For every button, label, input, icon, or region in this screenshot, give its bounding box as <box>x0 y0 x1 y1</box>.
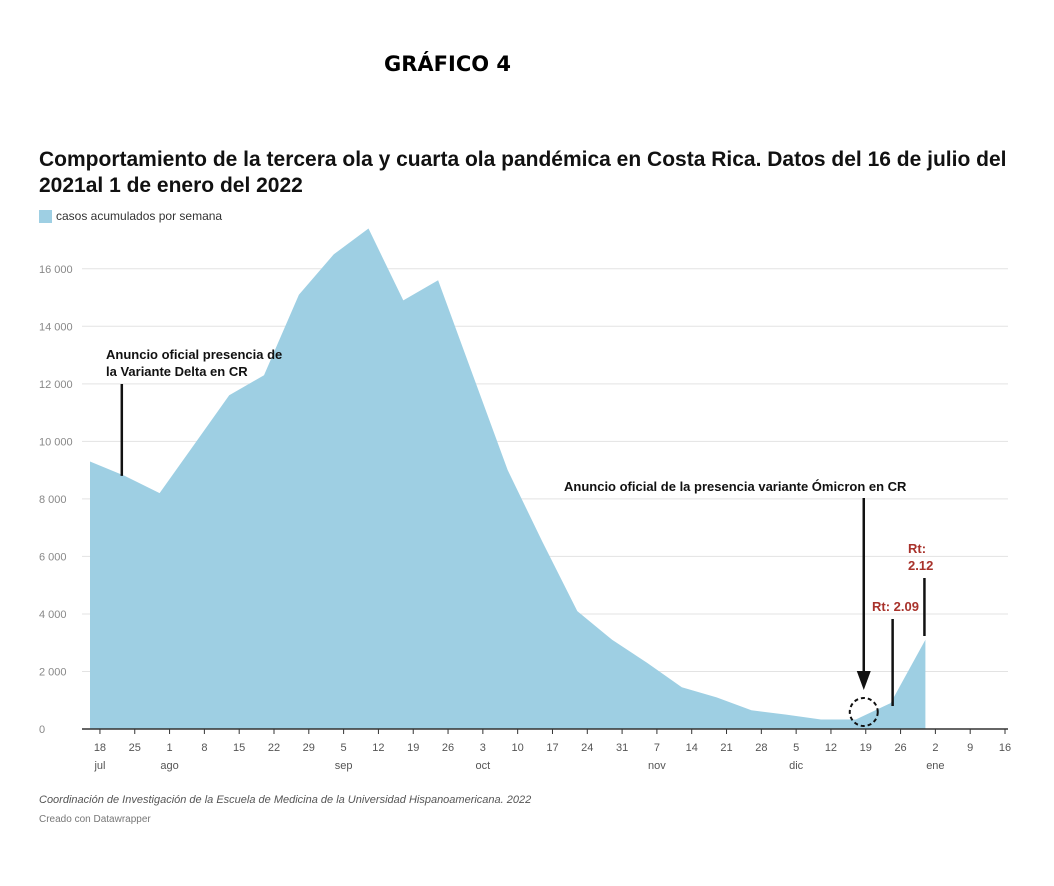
x-tick-label: 19 <box>407 742 419 754</box>
data-point <box>158 491 162 495</box>
x-tick-label: 22 <box>268 742 280 754</box>
data-point <box>262 373 266 377</box>
x-tick-label: 12 <box>825 742 837 754</box>
x-month-label: oct <box>476 760 491 772</box>
data-point <box>715 695 719 699</box>
x-month-label: nov <box>648 760 666 772</box>
annotation-text-delta: Anuncio oficial presencia de <box>106 347 282 362</box>
data-point <box>332 252 336 256</box>
y-tick-label: 16 000 <box>39 264 73 276</box>
y-tick-label: 6 000 <box>39 551 67 563</box>
x-tick-label: 2 <box>932 742 938 754</box>
x-tick-label: 16 <box>999 742 1011 754</box>
x-tick-label: 21 <box>720 742 732 754</box>
x-tick-label: 5 <box>793 742 799 754</box>
x-tick-label: 15 <box>233 742 245 754</box>
y-tick-label: 2 000 <box>39 666 67 678</box>
annotation-text-rt-209: Rt: 2.09 <box>872 599 919 614</box>
annotation-circle-omicron <box>848 697 879 727</box>
y-tick-label: 0 <box>39 724 45 736</box>
data-point <box>854 718 858 722</box>
legend-swatch <box>39 209 52 223</box>
x-tick-label: 19 <box>860 742 872 754</box>
x-tick-label: 14 <box>686 742 698 754</box>
data-point <box>297 293 301 297</box>
x-month-label: dic <box>789 760 804 772</box>
y-tick-label: 14 000 <box>39 321 73 333</box>
data-point <box>367 227 371 231</box>
legend-label: casos acumulados por semana <box>56 209 223 223</box>
annotation-text-delta: la Variante Delta en CR <box>106 364 248 379</box>
x-month-label: jul <box>93 760 105 772</box>
x-tick-label: 12 <box>372 742 384 754</box>
annotation-text-rt-212: 2.12 <box>908 558 933 573</box>
data-point <box>680 685 684 689</box>
data-point <box>123 474 127 478</box>
x-tick-label: 25 <box>129 742 141 754</box>
x-tick-label: 8 <box>201 742 207 754</box>
data-point <box>227 393 231 397</box>
x-tick-label: 9 <box>967 742 973 754</box>
y-tick-label: 4 000 <box>39 609 67 621</box>
x-tick-label: 5 <box>341 742 347 754</box>
data-point <box>506 468 510 472</box>
data-point <box>784 713 788 717</box>
x-month-label: ene <box>926 760 944 772</box>
x-tick-label: 24 <box>581 742 593 754</box>
data-point <box>749 708 753 712</box>
annotation-arrowhead-omicron <box>856 671 871 690</box>
data-point <box>88 460 92 464</box>
data-point <box>819 718 823 722</box>
x-tick-label: 26 <box>442 742 454 754</box>
data-point <box>575 609 579 613</box>
x-tick-label: 29 <box>303 742 315 754</box>
y-tick-label: 10 000 <box>39 436 73 448</box>
data-point <box>192 442 196 446</box>
data-point <box>436 278 440 282</box>
y-tick-label: 8 000 <box>39 494 67 506</box>
data-point <box>645 661 649 665</box>
data-point <box>923 638 927 642</box>
x-tick-label: 26 <box>894 742 906 754</box>
figure-heading: GRÁFICO 4 <box>384 52 512 76</box>
x-tick-label: 31 <box>616 742 628 754</box>
x-tick-label: 28 <box>755 742 767 754</box>
x-month-label: ago <box>160 760 178 772</box>
annotation-text-rt-212: Rt: <box>908 541 926 556</box>
x-tick-label: 3 <box>480 742 486 754</box>
y-tick-label: 12 000 <box>39 379 73 391</box>
data-point <box>401 298 405 302</box>
x-tick-label: 18 <box>94 742 106 754</box>
data-point <box>610 638 614 642</box>
x-month-label: sep <box>335 760 353 772</box>
x-tick-label: 1 <box>167 742 173 754</box>
x-tick-label: 10 <box>512 742 524 754</box>
chart-source-note: Coordinación de Investigación de la Escu… <box>39 794 532 806</box>
area-series-casos <box>90 228 926 729</box>
data-point <box>471 373 475 377</box>
chart-title: Comportamiento de la tercera ola y cuart… <box>39 148 1007 197</box>
annotation-text-omicron: Anuncio oficial de la presencia variante… <box>564 479 907 494</box>
legend: casos acumulados por semana <box>39 209 222 223</box>
data-point <box>541 540 545 544</box>
chart-credit: Creado con Datawrapper <box>39 814 151 825</box>
x-tick-label: 17 <box>546 742 558 754</box>
x-tick-label: 7 <box>654 742 660 754</box>
